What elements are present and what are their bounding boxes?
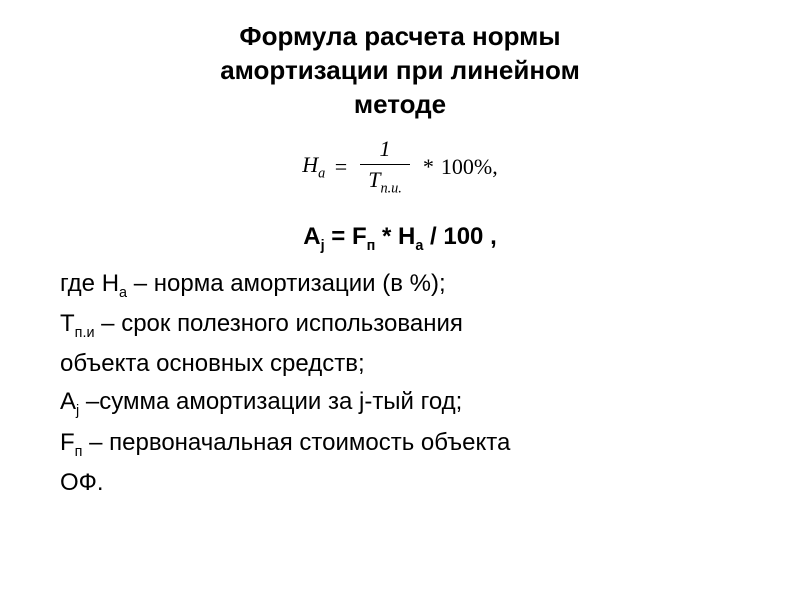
def-text: объекта основных средств; [60, 350, 365, 377]
eq: = [325, 223, 352, 250]
equals: = [333, 154, 348, 180]
def-text: – срок полезного использования [95, 310, 463, 337]
def-sub: п.и [75, 325, 95, 341]
lhs-var: Н [302, 152, 318, 177]
denom-var: Т [368, 167, 380, 192]
def-text: ОФ. [60, 469, 104, 496]
definition-line-5: ОФ. [60, 465, 740, 501]
lhs: На [302, 152, 325, 182]
definition-line-0: где На – норма амортизации (в %); [60, 266, 740, 304]
numerator: 1 [372, 136, 399, 164]
second-formula: Аj = Fп * На / 100 , [60, 223, 740, 254]
denominator: Тп.и. [360, 164, 410, 197]
title-line-3: методе [354, 89, 446, 119]
def-text: – первоначальная стоимость объекта [82, 429, 510, 456]
definition-line-1: Тп.и – срок полезного использования [60, 306, 740, 344]
def-var: F [60, 429, 75, 456]
hundred-percent: 100%, [441, 154, 498, 180]
def-prefix: где [60, 270, 102, 297]
f-sub: п [367, 238, 376, 254]
def-text: –сумма амортизации за j-тый год; [79, 388, 462, 415]
h-var: Н [398, 223, 415, 250]
def-sub: а [119, 284, 127, 300]
def-var: Н [102, 270, 119, 297]
div-100: / 100 , [423, 223, 496, 250]
a-var: А [303, 223, 320, 250]
title-line-2: амортизации при линейном [220, 55, 580, 85]
def-var: Т [60, 310, 75, 337]
title-line-1: Формула расчета нормы [239, 21, 560, 51]
f-var: F [352, 223, 367, 250]
def-var: А [60, 388, 76, 415]
mult: * [375, 223, 398, 250]
definition-line-4: Fп – первоначальная стоимость объекта [60, 425, 740, 463]
lhs-sub: а [318, 165, 325, 181]
denom-sub: п.и. [380, 181, 401, 197]
slide-title: Формула расчета нормы амортизации при ли… [60, 20, 740, 121]
definition-line-2: объекта основных средств; [60, 346, 740, 382]
fraction: 1 Тп.и. [360, 136, 410, 197]
main-formula: На = 1 Тп.и. * 100%, [60, 136, 740, 197]
def-text: – норма амортизации (в %); [127, 270, 446, 297]
mult-sign: * [422, 154, 433, 180]
definition-line-3: Аj –сумма амортизации за j-тый год; [60, 384, 740, 422]
